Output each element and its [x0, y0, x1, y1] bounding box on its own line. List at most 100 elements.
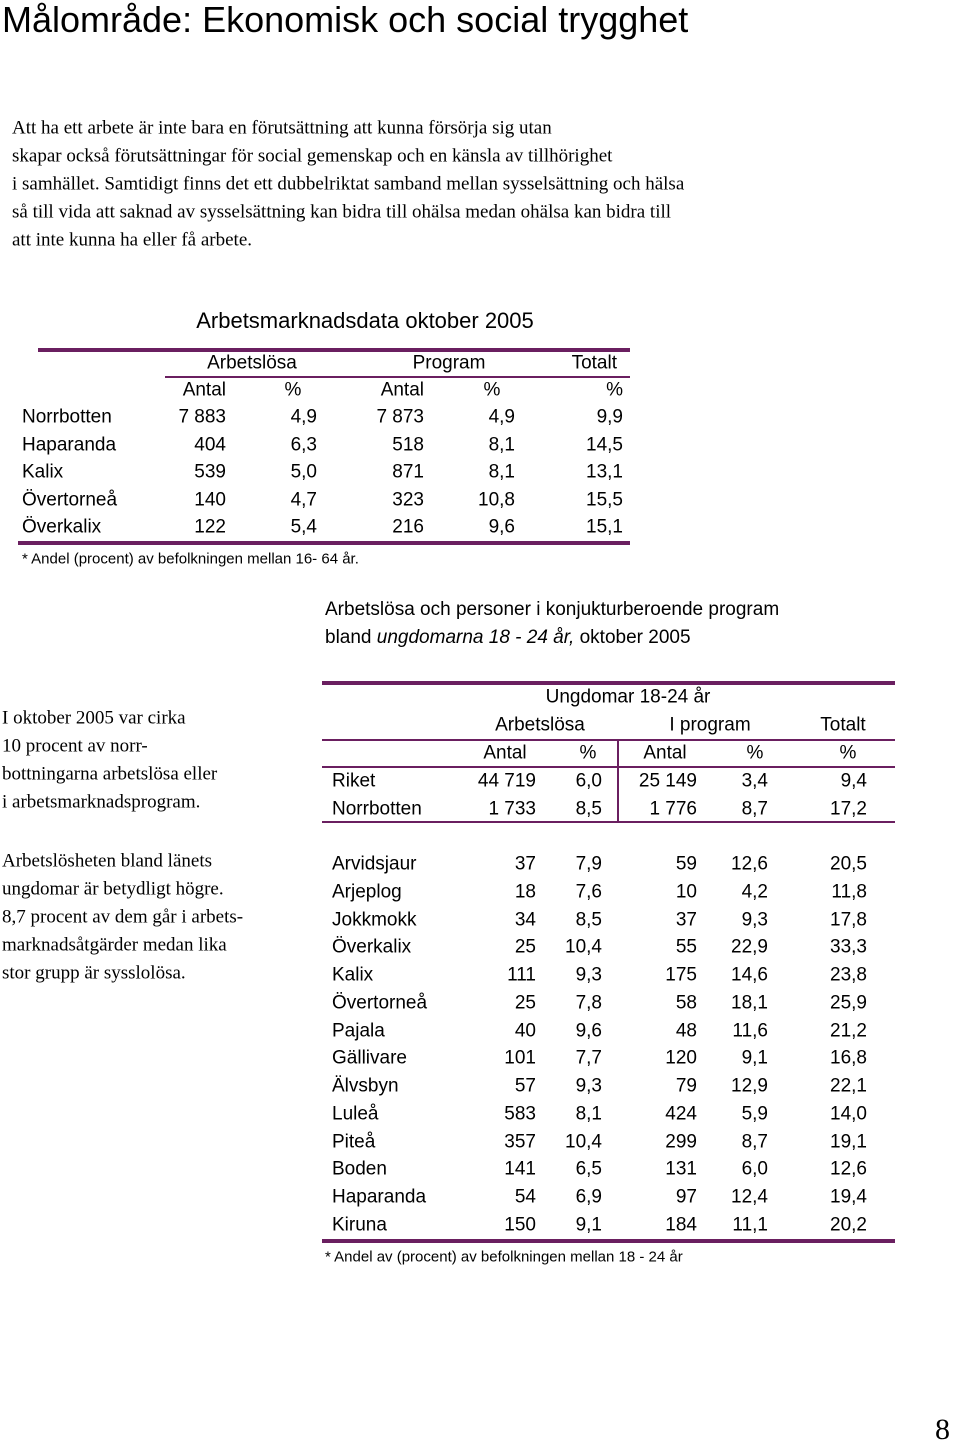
- table-cell: 6,9: [575, 1186, 602, 1208]
- table-cell: 19,1: [830, 1131, 867, 1152]
- table2-title: Arbetslösa och personer i konjukturberoe…: [325, 596, 779, 652]
- table-cell: 22,1: [830, 1075, 867, 1097]
- sub-header: Antal: [483, 742, 527, 764]
- sidebar-line: I oktober 2005 var cirka: [2, 707, 186, 729]
- title-line: bland ungdomarna 18 - 24 år, oktober 200…: [325, 624, 779, 652]
- table-cell: 5,4: [290, 516, 317, 538]
- super-header: Ungdomar 18-24 år: [545, 686, 711, 708]
- row-label: Överkalix: [22, 516, 102, 538]
- table-cell: 17,2: [830, 798, 867, 820]
- header-rule: [322, 739, 895, 741]
- table-cell: 14,0: [830, 1103, 867, 1125]
- table-cell: 9,4: [840, 770, 867, 792]
- row-label: Arjeplog: [332, 881, 402, 903]
- table-cell: 9,3: [575, 964, 602, 986]
- table-cell: 8,1: [575, 1103, 602, 1125]
- table-cell: 4,9: [488, 406, 515, 428]
- table-cell: 20,5: [830, 853, 867, 875]
- sub-header: Antal: [182, 379, 226, 401]
- header-rule: [322, 766, 895, 768]
- table-note: * Andel (procent) av befolkningen mellan…: [22, 550, 359, 568]
- sidebar-line: stor grupp är sysslolösa.: [2, 962, 186, 984]
- table-cell: 58: [675, 992, 697, 1014]
- table-cell: 18: [514, 881, 536, 903]
- table-cell: 15,5: [586, 489, 623, 510]
- sub-header: Antal: [643, 742, 687, 764]
- intro-line: skapar också förutsättningar för social …: [12, 145, 613, 167]
- row-label: Riket: [332, 770, 376, 792]
- header-rule: [165, 376, 630, 378]
- table-border: [322, 681, 895, 685]
- table-cell: 10,4: [565, 1131, 602, 1152]
- table-cell: 518: [392, 434, 424, 455]
- table-cell: 357: [504, 1131, 536, 1152]
- table-cell: 4,7: [290, 489, 317, 510]
- table-cell: 871: [392, 461, 424, 483]
- table-cell: 10: [675, 881, 697, 903]
- table-cell: 97: [675, 1186, 697, 1208]
- table-cell: 25 149: [638, 770, 697, 792]
- sidebar-line: i arbetsmarknadsprogram.: [2, 791, 201, 813]
- sub-header: %: [746, 742, 764, 764]
- table-cell: 184: [665, 1214, 697, 1236]
- table-cell: 59: [675, 853, 697, 875]
- row-label: Gällivare: [332, 1047, 407, 1069]
- table-cell: 25,9: [830, 992, 867, 1014]
- table-note: * Andel av (procent) av befolkningen mel…: [325, 1248, 683, 1266]
- row-label: Jokkmokk: [332, 909, 417, 930]
- table-cell: 141: [504, 1158, 536, 1180]
- sidebar-line: marknadsåtgärder medan lika: [2, 934, 227, 956]
- intro-line: så till vida att saknad av sysselsättnin…: [12, 201, 672, 223]
- table-cell: 1 733: [488, 798, 536, 820]
- table-cell: 9,1: [575, 1214, 602, 1236]
- table-cell: 6,0: [575, 770, 602, 792]
- table-cell: 424: [665, 1103, 697, 1125]
- table-cell: 7,9: [575, 853, 602, 875]
- page-number: 8: [935, 1413, 950, 1446]
- table-cell: 6,3: [290, 434, 317, 455]
- table-cell: 5,0: [290, 461, 317, 483]
- table-cell: 44 719: [477, 770, 536, 792]
- table-cell: 12,6: [830, 1158, 867, 1180]
- row-label: Haparanda: [22, 434, 117, 455]
- row-label: Luleå: [332, 1103, 379, 1125]
- table-cell: 17,8: [830, 909, 867, 930]
- table-cell: 9,3: [575, 1075, 602, 1097]
- row-label: Kalix: [22, 461, 64, 483]
- table-cell: 9,6: [488, 516, 515, 538]
- table-cell: 9,9: [596, 406, 623, 428]
- table-cell: 55: [675, 936, 697, 958]
- table-cell: 4,9: [290, 406, 317, 428]
- table-cell: 131: [665, 1158, 697, 1180]
- title-text: bland: [325, 627, 372, 648]
- row-label: Överkalix: [332, 936, 412, 958]
- row-label: Arvidsjaur: [332, 853, 417, 875]
- table-cell: 175: [665, 964, 697, 986]
- table-cell: 539: [194, 461, 226, 483]
- table-cell: 7 873: [376, 406, 424, 428]
- table-cell: 8,1: [488, 461, 515, 483]
- table-cell: 33,3: [830, 936, 867, 958]
- row-label: Kalix: [332, 964, 374, 986]
- table-cell: 9,1: [741, 1047, 768, 1069]
- table-cell: 583: [504, 1103, 536, 1125]
- table-cell: 18,1: [731, 992, 768, 1014]
- sidebar-line: ungdomar är betydligt högre.: [2, 878, 224, 900]
- table-cell: 79: [675, 1075, 697, 1097]
- table-cell: 14,6: [731, 964, 768, 986]
- row-label: Norrbotten: [22, 406, 112, 428]
- table-cell: 21,2: [830, 1020, 867, 1041]
- row-label: Övertorneå: [332, 992, 428, 1014]
- table-cell: 8,5: [575, 798, 602, 820]
- table-cell: 140: [194, 489, 226, 510]
- sub-header: %: [839, 742, 857, 764]
- table-cell: 101: [504, 1047, 536, 1069]
- table-cell: 7 883: [178, 406, 226, 428]
- table-cell: 25: [514, 992, 536, 1014]
- table-cell: 12,4: [731, 1186, 768, 1208]
- table-cell: 54: [514, 1186, 536, 1208]
- table-cell: 13,1: [586, 461, 623, 483]
- table-cell: 11,1: [732, 1214, 768, 1236]
- row-label: Boden: [332, 1158, 387, 1180]
